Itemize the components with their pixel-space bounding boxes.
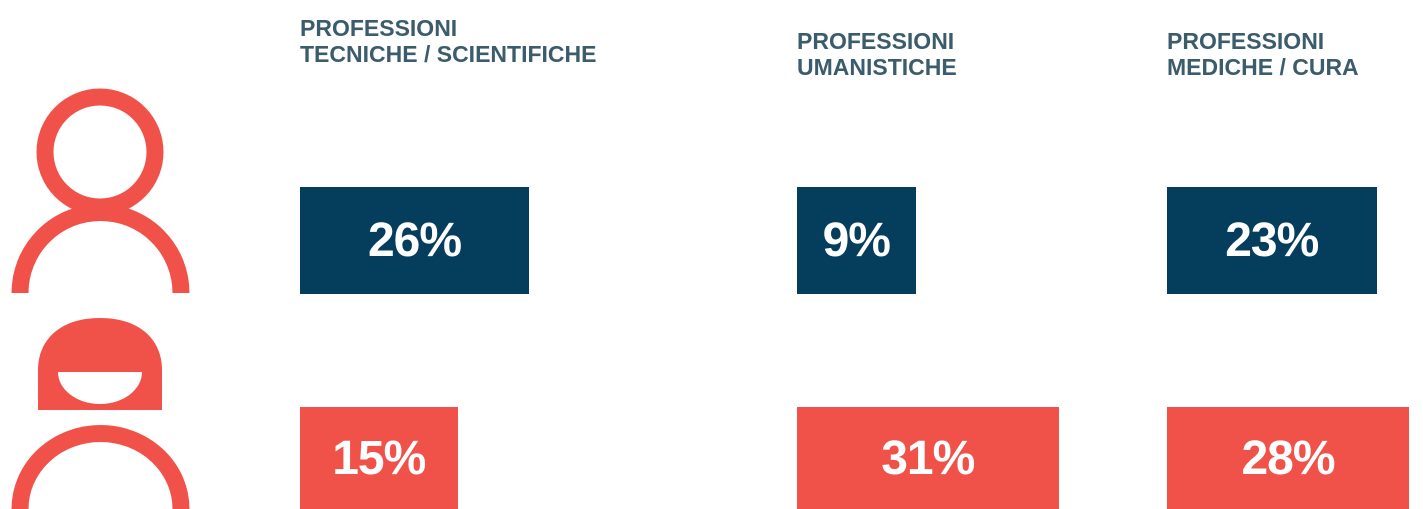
column-header: PROFESSIONI MEDICHE / CURA <box>1167 28 1359 80</box>
bar: 31% <box>797 407 1059 509</box>
column-header: PROFESSIONI UMANISTICHE <box>797 28 957 80</box>
man-icon <box>11 88 190 294</box>
woman-icon <box>11 318 190 509</box>
bar: 26% <box>300 187 529 294</box>
icons <box>11 88 190 509</box>
bar: 15% <box>300 407 458 509</box>
bar: 9% <box>797 187 916 294</box>
column-header: PROFESSIONI TECNICHE / SCIENTIFICHE <box>300 15 597 67</box>
bar: 23% <box>1167 187 1377 294</box>
bar: 28% <box>1167 407 1409 509</box>
